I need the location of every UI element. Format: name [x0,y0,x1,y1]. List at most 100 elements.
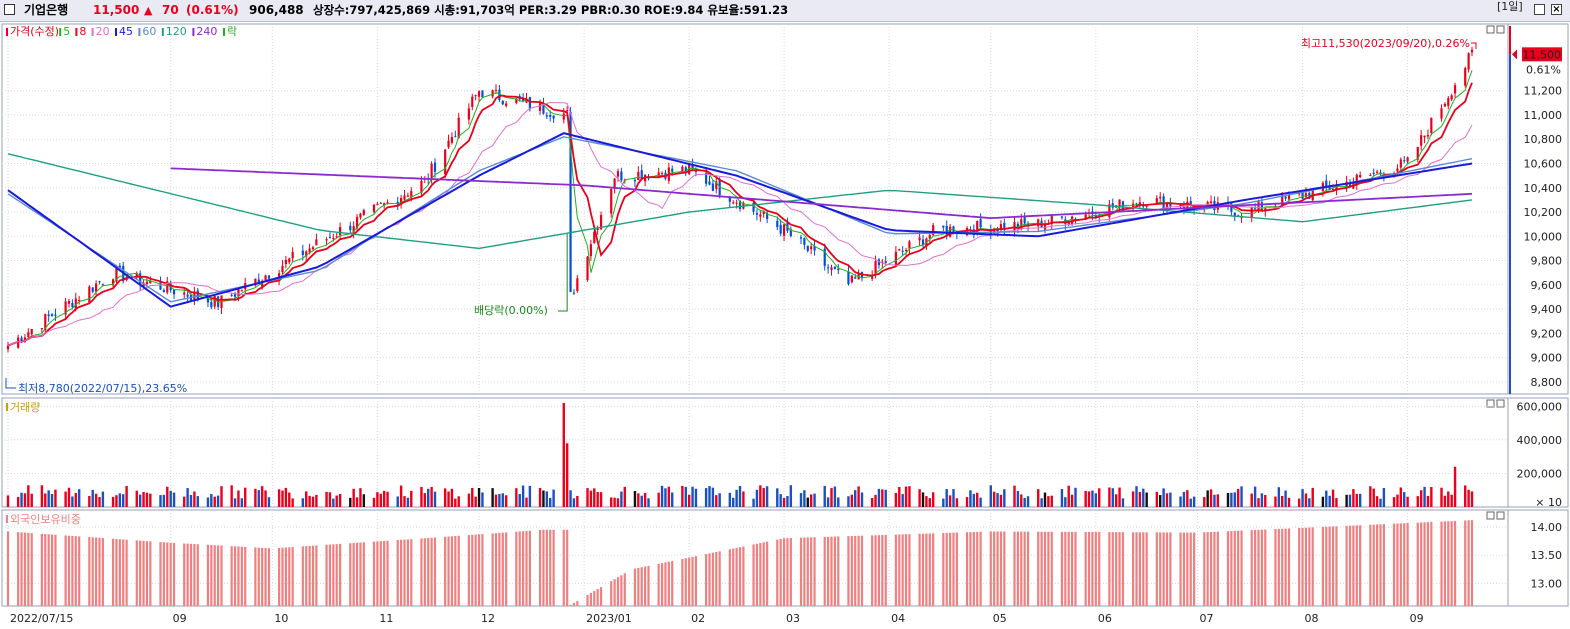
candle-body [1003,222,1006,231]
candle-body [1250,206,1253,218]
volume-bar [687,494,691,507]
candle-body [799,237,803,239]
volume-bar [1209,489,1213,507]
foreign-holding-bar [166,542,169,606]
volume-bar [681,485,684,507]
candle-body [1464,68,1467,86]
foreign-holding-bar [806,537,809,606]
foreign-holding-bar [1189,532,1192,606]
volume-bar [1067,485,1070,507]
volume-bar [657,492,660,507]
volume-bar [1023,497,1026,507]
candle-body [1423,135,1426,138]
candle-body [1298,193,1301,195]
volume-bar [691,486,694,507]
volume-bar [260,486,264,507]
volume-bar [799,493,803,507]
select-checkbox[interactable] [4,4,15,15]
foreign-holding-bar [406,539,409,606]
volume-bar [948,495,952,507]
volume-bar [755,489,759,507]
volume-bar [430,486,433,507]
candle-body [410,191,413,198]
volume-bar [728,492,732,507]
foreign-holding-bar [728,549,731,606]
volume-bar [1392,497,1396,507]
foreign-holding-bar [545,529,548,606]
volume-bar [111,496,115,507]
foreign-holding-bar [782,538,786,606]
foreign-holding-bar [159,542,162,606]
foreign-holding-bar [1257,529,1260,606]
candle-body [572,292,576,294]
volume-bar [450,488,454,507]
volume-bar [833,486,837,507]
volume-bar [457,496,460,507]
period-selector[interactable]: [1일] [1497,0,1523,13]
close-icon[interactable]: × [1551,4,1562,15]
candle-body [657,172,660,177]
candle-body [1372,172,1375,174]
candle-body [599,215,603,230]
legend-item-3: 20 [96,25,110,38]
volume-bar [552,489,555,507]
volume-bar [708,486,711,507]
candle-body [1447,98,1450,107]
candle-body [1071,216,1074,224]
foreign-holding-bar [1348,525,1352,606]
volume-bar [264,490,267,507]
foreign-holding-bar [708,553,711,606]
volume-bar [525,497,528,507]
candle-body [691,164,694,169]
volume-bar [1467,489,1470,507]
candle-body [1016,223,1019,229]
price-panel-minimize-icon [1486,25,1495,34]
foreign-holding-bar [1284,528,1287,606]
volume-bar [1098,488,1101,507]
candle-body [789,229,792,236]
volume-bar [782,497,786,507]
legend-marker [6,515,8,523]
volume-bar [433,491,437,507]
foreign-holding-bar [78,536,81,606]
candle-body [1420,135,1423,146]
foreign-holding-bar [949,532,952,606]
candle-body [98,281,101,283]
candle-body [752,202,755,212]
legend-item-8: 락 [227,25,237,38]
candle-body [830,267,833,270]
volume-bar [1003,489,1006,507]
volume-bar [1284,490,1287,507]
volume-bar [1213,494,1216,507]
candle-body [515,98,518,103]
candle-body [1301,192,1304,199]
candle-body [383,203,386,206]
volume-bar [1114,494,1118,507]
candle-body [206,297,210,303]
candle-body [522,98,525,101]
volume-bar [711,487,715,507]
volume-bar [992,491,996,507]
volume-bar [1403,492,1406,507]
volume-bar [918,489,921,507]
candle-body [813,246,816,251]
volume-bar [870,498,874,507]
foreign-holding-bar [1111,532,1114,606]
candle-body [447,140,450,148]
candle-body [766,213,769,219]
foreign-holding-bar [1050,531,1053,606]
candle-body [1132,203,1135,210]
restore-icon[interactable] [1534,4,1545,15]
candle-body [884,261,887,264]
volume-bar [1399,487,1403,507]
stock-name: 기업은행 [24,3,69,17]
volume-bar [166,486,169,507]
volume-bar [1447,491,1450,507]
foreign-holding-bar [23,532,27,606]
foreign-holding-bar [921,533,925,606]
candle-body [196,290,199,300]
foreign-holding-bar [860,535,864,606]
volume-bar [826,497,830,507]
foreign-holding-bar [671,561,674,606]
volume-bar [301,498,305,507]
